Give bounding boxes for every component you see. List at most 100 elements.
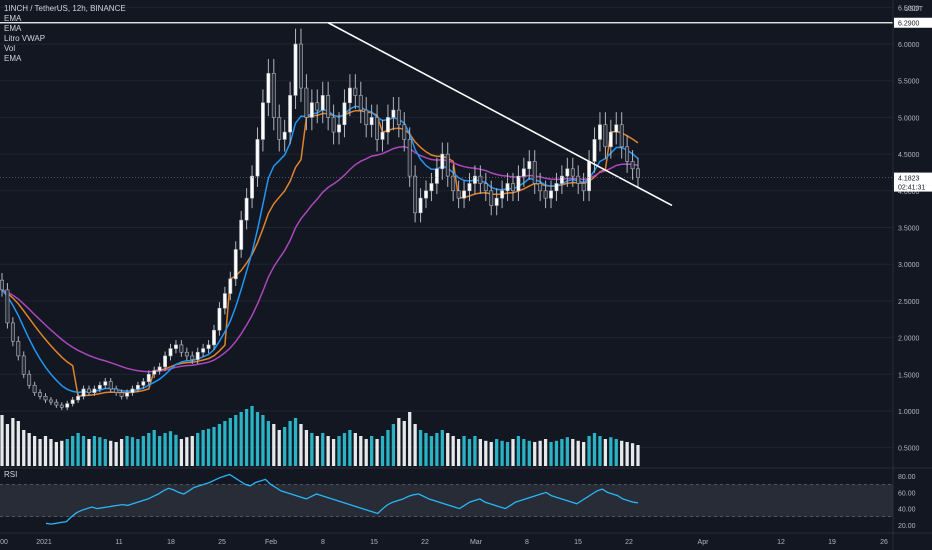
volume-bar — [348, 430, 352, 466]
volume-bar — [451, 436, 455, 466]
volume-bar — [212, 427, 216, 466]
volume-bar — [505, 442, 510, 466]
candle-body — [299, 43, 303, 89]
candle-body — [201, 348, 206, 353]
price-tick-label: 1.5000 — [898, 372, 920, 379]
chart-legend: 1INCH / TetherUS, 12h, BINANCE EMA EMA L… — [4, 4, 126, 64]
price-tick-label: 5.0000 — [898, 115, 920, 122]
indicator-ema-1[interactable]: EMA — [4, 14, 22, 23]
volume-bar — [353, 433, 357, 466]
trendline[interactable] — [327, 22, 673, 207]
indicator-ema-3[interactable]: EMA — [4, 54, 22, 63]
candle-body — [467, 183, 472, 192]
candle-body — [260, 102, 265, 140]
candle-body — [570, 168, 575, 177]
volume-bar — [413, 424, 417, 466]
volume-bar — [179, 439, 184, 466]
candle-body — [603, 124, 608, 148]
candle-body — [184, 351, 189, 357]
volume-bar — [244, 409, 249, 466]
volume-bar — [614, 439, 618, 466]
time-axis[interactable]: 00 2021 11 18 25 Feb 8 15 22 Mar 8 15 22 Apr 12 19 26 — [0, 532, 932, 546]
volume-bar — [22, 430, 26, 466]
volume-bar — [114, 442, 118, 466]
volume-bar — [533, 442, 537, 466]
volume-bar — [424, 433, 428, 466]
candle-body — [168, 348, 173, 357]
candle-body — [592, 139, 597, 162]
time-tick-label: 25 — [218, 539, 226, 546]
rsi-tick-label: 20.00 — [898, 523, 916, 530]
volume-bar — [511, 439, 515, 466]
candle-body — [32, 384, 37, 393]
candle-body — [250, 175, 254, 199]
volume-bar — [560, 439, 564, 466]
volume-bar — [152, 430, 156, 466]
last-price-tag-bg — [894, 172, 932, 192]
price-tick-label: 1.0000 — [898, 409, 920, 416]
candle-body — [407, 139, 412, 177]
candle-body — [293, 43, 298, 96]
candle-body — [494, 197, 499, 206]
ema-fast-line — [1, 105, 639, 394]
chart-grid — [0, 6, 893, 449]
candle-body — [195, 351, 200, 360]
volume-bar — [326, 436, 330, 466]
time-tick-label: 11 — [115, 539, 122, 546]
volume-bar — [87, 439, 91, 466]
candle-body — [619, 124, 624, 148]
candle-body — [315, 102, 320, 111]
candle-body — [608, 131, 613, 148]
last-price-label: 4.1823 — [898, 176, 920, 183]
candle-body — [27, 373, 32, 386]
volume-bar — [391, 424, 396, 466]
volume-bar — [261, 415, 265, 466]
symbol-title[interactable]: 1INCH / TetherUS, 12h, BINANCE — [4, 4, 126, 13]
volume-bar — [630, 443, 635, 466]
volume-bar — [217, 424, 222, 466]
candle-body — [576, 175, 581, 184]
candle-body — [451, 175, 456, 192]
price-tick-label: 4.0000 — [898, 189, 920, 196]
time-tick-label: Feb — [265, 539, 277, 546]
volume-bar — [522, 439, 526, 466]
volume-bar — [147, 433, 151, 466]
candle-body — [483, 183, 488, 192]
volume-bar — [92, 436, 97, 466]
ema-fast-path — [1, 105, 639, 394]
price-tick-label: 6.0000 — [898, 42, 920, 49]
volume-bar — [527, 440, 531, 466]
axis-bg — [893, 0, 932, 550]
volume-bar — [293, 418, 298, 466]
price-tick-label: 3.0000 — [898, 262, 920, 269]
volume-bar — [49, 439, 53, 466]
time-tick-label: Mar — [470, 539, 483, 546]
candle-body — [239, 219, 244, 250]
price-tick-label: 5.5000 — [898, 79, 920, 86]
indicator-ema-2[interactable]: EMA — [4, 24, 22, 33]
candle-body — [10, 322, 15, 342]
volume-bar — [250, 406, 254, 466]
hline-tag-bg — [894, 17, 932, 28]
candle-body — [65, 403, 70, 408]
indicator-vwap[interactable]: Litro VWAP — [4, 34, 46, 43]
volume-bar — [370, 436, 374, 466]
rsi-tick-label: 40.00 — [898, 507, 916, 514]
candle-body — [521, 168, 526, 177]
volume-bar — [321, 433, 325, 466]
candle-body — [342, 102, 347, 126]
volume-bar — [255, 412, 260, 466]
volume-bar — [429, 436, 434, 466]
candle-body — [282, 131, 287, 140]
candle-body — [559, 175, 564, 184]
volume-bar — [446, 433, 450, 466]
candle-body — [146, 373, 151, 382]
candle-body — [369, 117, 374, 126]
candle-body — [636, 168, 640, 178]
rsi-label[interactable]: RSI — [4, 470, 18, 479]
indicator-vol[interactable]: Vol — [4, 44, 16, 53]
candle-body — [413, 175, 418, 214]
candle-body — [48, 399, 53, 403]
